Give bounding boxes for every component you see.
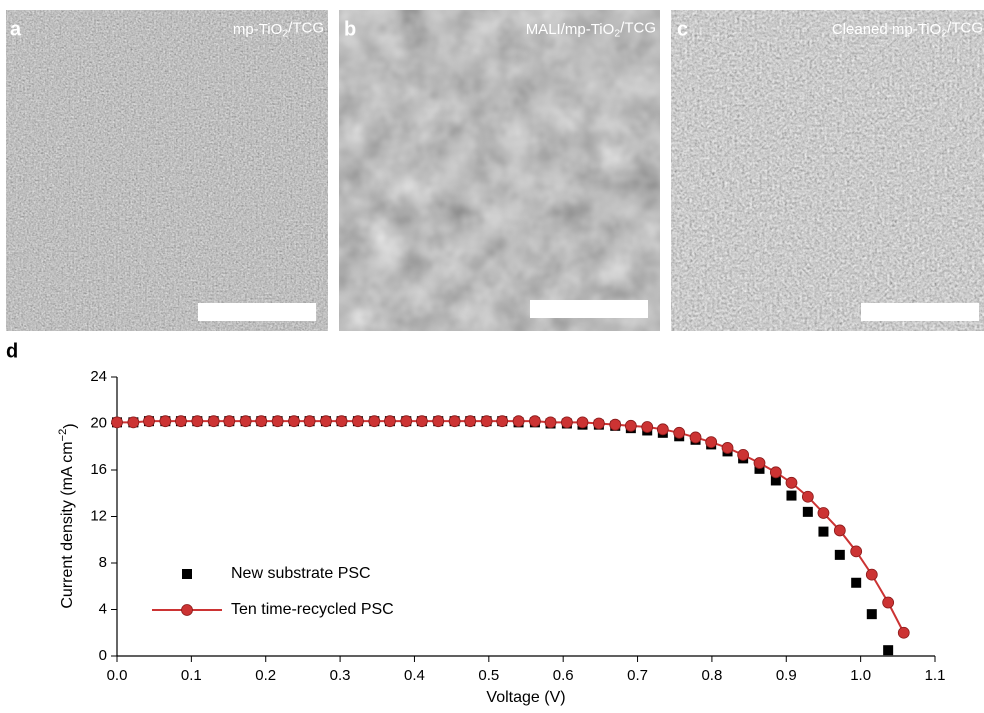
data-point xyxy=(850,545,863,558)
x-tick-label: 0.7 xyxy=(627,667,648,684)
panel-label: d xyxy=(6,340,18,362)
data-point xyxy=(897,626,910,639)
data-point xyxy=(191,415,204,428)
data-point xyxy=(865,568,878,581)
data-point xyxy=(303,415,316,428)
x-tick-label: 1.0 xyxy=(850,667,871,684)
sem-image xyxy=(339,10,660,331)
data-point xyxy=(159,415,172,428)
data-point xyxy=(737,448,750,461)
data-point xyxy=(271,415,284,428)
scale-bar xyxy=(198,303,316,321)
legend-marker xyxy=(182,569,192,579)
data-point xyxy=(288,415,300,428)
data-point xyxy=(882,596,895,609)
data-point xyxy=(432,415,445,428)
x-tick-label: 0.8 xyxy=(701,667,722,684)
data-point xyxy=(255,415,268,428)
data-point xyxy=(143,415,155,428)
data-point xyxy=(817,507,830,519)
data-point xyxy=(785,476,798,489)
data-point xyxy=(802,506,813,517)
x-tick-label: 1.1 xyxy=(925,667,946,684)
panel-label: b xyxy=(344,18,356,40)
data-point xyxy=(592,417,605,430)
data-point xyxy=(624,419,637,432)
data-point xyxy=(352,415,364,428)
legend-marker xyxy=(181,604,193,616)
data-point xyxy=(851,577,862,588)
scale-bar xyxy=(530,300,648,318)
data-point xyxy=(801,490,814,503)
data-point xyxy=(496,415,509,428)
data-point xyxy=(818,526,829,537)
y-tick-label: 0 xyxy=(99,647,107,664)
y-tick-label: 20 xyxy=(90,414,107,431)
data-point xyxy=(415,415,428,428)
data-point xyxy=(786,490,797,501)
data-point xyxy=(368,415,381,428)
x-tick-label: 0.6 xyxy=(553,667,574,684)
data-point xyxy=(320,415,332,428)
data-point xyxy=(239,415,252,428)
x-tick-label: 0.5 xyxy=(478,667,499,684)
data-point xyxy=(223,415,236,428)
data-point xyxy=(753,457,766,469)
data-point xyxy=(689,431,702,444)
data-point xyxy=(673,426,686,439)
data-point xyxy=(384,415,396,428)
data-point xyxy=(834,549,845,560)
x-axis-label: Voltage (V) xyxy=(486,689,565,706)
x-tick-label: 0.4 xyxy=(404,667,425,684)
sem-image xyxy=(671,10,984,331)
data-point xyxy=(576,416,589,429)
data-point xyxy=(769,466,782,479)
x-tick-label: 0.2 xyxy=(255,667,276,684)
legend-label: Ten time-recycled PSC xyxy=(231,601,394,618)
data-point xyxy=(609,418,622,431)
panel-caption: mp-TiO2​/TCG xyxy=(233,19,324,39)
data-point xyxy=(833,524,846,537)
y-tick-label: 24 xyxy=(90,368,107,385)
data-point xyxy=(721,442,734,454)
panel-caption: MALI/mp-TiO2​/TCG xyxy=(526,19,656,39)
data-point xyxy=(544,416,557,429)
data-point xyxy=(335,415,348,428)
data-point xyxy=(883,645,894,656)
data-point xyxy=(705,436,718,449)
x-tick-label: 0.1 xyxy=(181,667,202,684)
data-point xyxy=(641,421,654,433)
y-axis-label: Current density (mA cm−2​) xyxy=(57,423,78,608)
x-tick-label: 0.9 xyxy=(776,667,797,684)
y-tick-label: 16 xyxy=(90,461,107,478)
data-point xyxy=(561,416,573,429)
sem-panels: a mp-TiO2​/TCG b MALI/mp-TiO2​/TCG c Cle… xyxy=(6,10,984,331)
data-point xyxy=(111,416,123,429)
y-tick-label: 4 xyxy=(99,600,107,617)
y-tick-label: 12 xyxy=(90,507,107,524)
sem-image xyxy=(6,10,328,331)
scale-bar xyxy=(861,303,979,321)
data-point xyxy=(448,415,461,428)
data-point xyxy=(400,415,413,428)
data-point xyxy=(480,415,493,428)
data-point xyxy=(512,415,525,428)
x-tick-label: 0.3 xyxy=(330,667,351,684)
data-point xyxy=(770,475,781,486)
data-point xyxy=(866,609,877,620)
plot: 0.0 0.1 0.2 0.3 0.4 0.5 0.6 0.7 0.8 0.9 1.0 1.1 0 4 8 1… xyxy=(90,368,945,684)
data-point xyxy=(529,415,541,428)
legend-label: New substrate PSC xyxy=(231,565,371,582)
x-tick-label: 0.0 xyxy=(107,667,128,684)
data-point xyxy=(656,423,669,436)
data-point xyxy=(127,416,140,429)
data-point xyxy=(464,415,477,428)
y-tick-label: 8 xyxy=(99,554,107,571)
panel-label: c xyxy=(677,18,688,40)
data-point xyxy=(207,415,220,428)
data-point xyxy=(175,415,187,428)
panel-label: a xyxy=(10,18,22,40)
